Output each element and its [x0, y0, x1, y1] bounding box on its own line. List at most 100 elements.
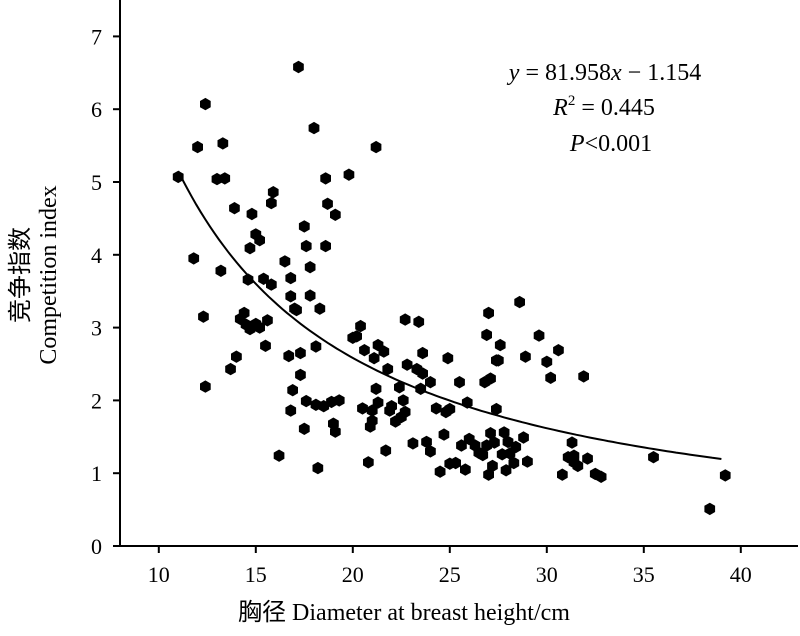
data-point [244, 242, 256, 255]
data-point [192, 140, 203, 154]
data-point [372, 396, 384, 409]
data-point [198, 310, 209, 323]
data-point [430, 402, 442, 415]
data-points [172, 60, 731, 516]
data-point [283, 349, 295, 363]
data-point [415, 382, 427, 395]
data-point [322, 197, 333, 210]
data-point [487, 459, 498, 473]
data-point [314, 302, 326, 315]
data-point [454, 376, 465, 389]
data-point [460, 463, 471, 476]
data-point [378, 345, 390, 358]
y-tick-label: 1 [91, 461, 102, 486]
data-point [267, 186, 279, 199]
data-point [444, 402, 456, 416]
data-point [450, 456, 461, 470]
data-point [172, 170, 184, 184]
data-point [262, 314, 273, 327]
data-point [401, 358, 413, 371]
data-point [343, 168, 355, 181]
data-point [370, 382, 382, 395]
data-point [242, 273, 254, 286]
data-point [293, 60, 304, 74]
annotation: y = 81.958x − 1.154 R2 = 0.445 P<0.001 [507, 60, 701, 157]
data-point [380, 444, 392, 457]
data-point [510, 440, 522, 454]
data-point [370, 140, 382, 154]
data-point [498, 426, 510, 439]
data-point [481, 328, 492, 342]
data-point [357, 402, 368, 415]
data-point [312, 461, 324, 475]
data-point [461, 396, 473, 409]
data-point [425, 376, 436, 389]
x-tick-label: 40 [730, 562, 752, 587]
data-point [330, 425, 341, 438]
data-point [320, 172, 331, 185]
data-point [518, 431, 529, 444]
y-tick-label: 2 [91, 388, 102, 413]
trend-line [177, 170, 722, 460]
data-point [285, 404, 297, 417]
data-point [394, 381, 405, 394]
data-point [533, 329, 545, 342]
x-tick-label: 10 [148, 562, 170, 587]
data-point [266, 196, 277, 210]
x-tick-label: 25 [439, 562, 461, 587]
y-tick-label: 3 [91, 316, 102, 341]
data-point [557, 468, 568, 481]
data-point [304, 289, 316, 302]
data-point [200, 97, 211, 111]
data-point [397, 394, 409, 407]
y-tick-label: 4 [91, 243, 102, 268]
data-point [366, 414, 378, 427]
data-point [300, 394, 312, 408]
data-point [368, 352, 380, 365]
data-point [541, 355, 553, 368]
y-axis-title-en: Competition index [36, 185, 62, 364]
x-axis-title: 胸径 Diameter at breast height/cm [238, 599, 570, 626]
data-point [217, 137, 229, 150]
x-tick-label: 30 [536, 562, 558, 587]
x-ticks: 10 15 20 25 30 35 40 [148, 546, 752, 587]
data-point [246, 207, 258, 221]
y-axis-title-cn: 竞争指数 [7, 227, 34, 323]
data-point [285, 271, 297, 285]
data-point [351, 330, 362, 343]
data-point [298, 220, 310, 233]
data-point [298, 422, 310, 435]
data-point [494, 338, 506, 352]
data-point [382, 362, 394, 376]
data-point [648, 451, 659, 464]
data-point [304, 261, 316, 274]
data-point [366, 404, 378, 417]
y-tick-label: 0 [91, 534, 102, 559]
data-point [260, 339, 271, 352]
data-point [719, 469, 731, 482]
data-point [330, 208, 341, 221]
axes [119, 0, 798, 547]
equation-label: y = 81.958x − 1.154 [507, 60, 701, 86]
data-point [456, 439, 467, 452]
data-point [417, 367, 428, 380]
data-point [295, 346, 306, 360]
data-point [363, 456, 374, 469]
data-point [434, 465, 446, 478]
data-point [333, 394, 345, 407]
data-point [508, 456, 520, 470]
data-point [568, 449, 580, 462]
data-point [287, 384, 298, 397]
y-tick-label: 6 [91, 97, 102, 122]
data-point [421, 435, 432, 449]
data-point [291, 303, 302, 317]
data-point [320, 239, 331, 253]
data-point [522, 455, 533, 468]
data-point [254, 321, 265, 334]
data-point [308, 121, 320, 135]
data-point [425, 445, 436, 458]
data-point [582, 452, 593, 465]
data-point [229, 202, 240, 215]
data-point [300, 239, 312, 253]
